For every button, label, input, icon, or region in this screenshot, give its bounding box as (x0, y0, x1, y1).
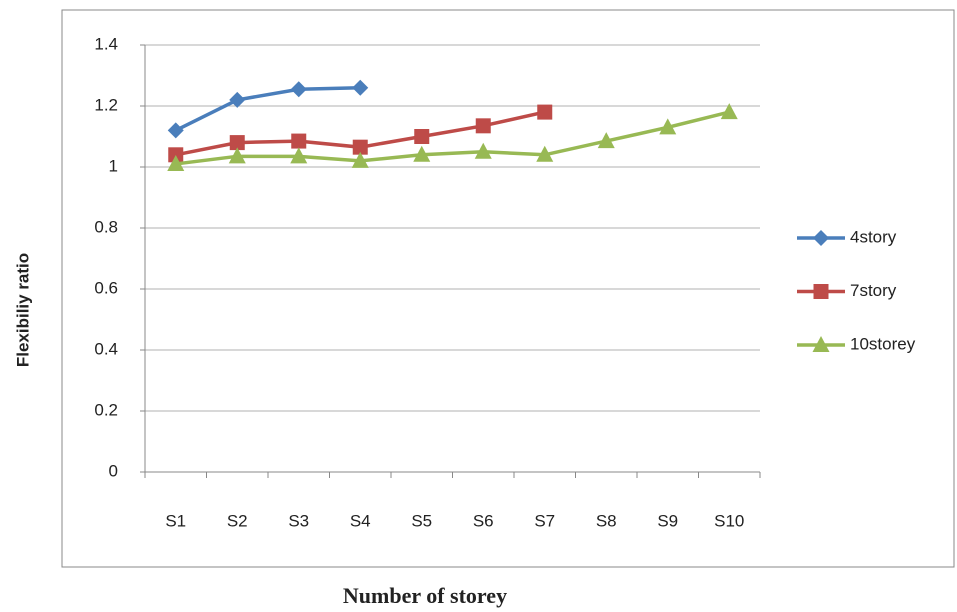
data-point (720, 103, 738, 120)
x-tick-label: S7 (534, 511, 555, 530)
legend-marker (813, 284, 829, 299)
y-tick-label: 0 (109, 461, 118, 480)
data-point (659, 118, 677, 135)
data-point (229, 91, 246, 108)
x-tick-label: S2 (227, 511, 248, 530)
data-point (351, 151, 369, 168)
data-point (290, 147, 308, 164)
x-tick-label: S4 (350, 511, 371, 530)
data-point (168, 147, 184, 163)
data-point (537, 104, 553, 120)
data-point (167, 122, 184, 139)
legend-label: 10storey (850, 334, 916, 353)
x-tick-label: S6 (473, 511, 494, 530)
data-point (597, 132, 615, 149)
x-tick-label: S10 (714, 511, 744, 530)
data-point (291, 133, 307, 149)
x-tick-label: S5 (411, 511, 432, 530)
x-tick-label: S9 (657, 511, 678, 530)
data-point (475, 118, 491, 134)
y-tick-label: 1.2 (94, 95, 118, 114)
data-point (290, 81, 307, 98)
series-line (175, 110, 730, 166)
data-point (413, 145, 431, 162)
data-point (352, 139, 368, 155)
legend-marker (813, 230, 829, 246)
x-tick-label: S8 (596, 511, 617, 530)
y-tick-label: 0.6 (94, 278, 118, 297)
data-point (228, 147, 246, 164)
y-tick-label: 0.8 (94, 217, 118, 236)
y-axis-title: Flexibiliy ratio (13, 253, 32, 367)
y-tick-label: 0.4 (94, 339, 118, 358)
data-point (167, 154, 185, 171)
data-point (229, 135, 245, 151)
legend-label: 4story (850, 227, 897, 246)
series-line (174, 85, 361, 132)
data-point (536, 145, 554, 162)
y-tick-label: 0.2 (94, 400, 118, 419)
legend-marker (812, 336, 830, 352)
x-tick-label: S3 (288, 511, 309, 530)
legend-label: 7story (850, 281, 897, 300)
data-point (474, 142, 492, 159)
x-axis-title: Number of storey (343, 583, 507, 608)
y-tick-label: 1.4 (94, 34, 118, 53)
y-tick-label: 1 (109, 156, 118, 175)
data-point (352, 79, 369, 96)
x-tick-label: S1 (165, 511, 186, 530)
data-point (414, 129, 430, 144)
